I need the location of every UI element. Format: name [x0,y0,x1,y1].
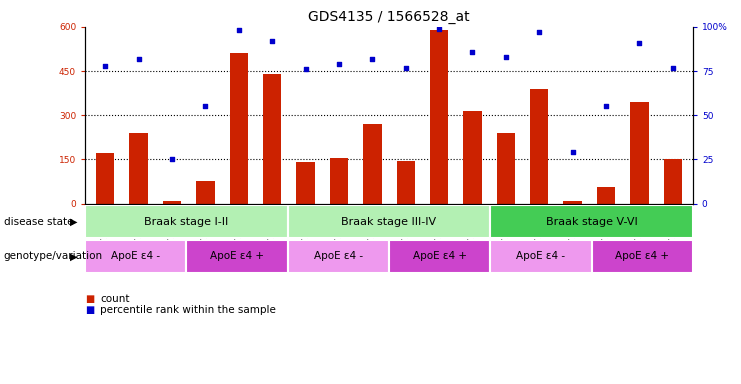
Bar [85,205,288,238]
Title: GDS4135 / 1566528_at: GDS4135 / 1566528_at [308,10,470,25]
Bar [496,133,515,204]
Bar [591,240,693,273]
Point [299,66,311,72]
Bar [130,133,147,204]
Point [433,26,445,32]
Text: disease state: disease state [4,217,73,227]
Point [366,56,378,62]
Point [467,48,479,55]
Point [199,103,211,109]
Bar [85,240,187,273]
Text: genotype/variation: genotype/variation [4,251,103,262]
Bar [389,240,491,273]
Bar [491,240,591,273]
Text: ApoE ε4 -: ApoE ε4 - [111,251,160,262]
Text: count: count [100,294,130,304]
Bar [396,161,415,204]
Text: percentile rank within the sample: percentile rank within the sample [100,305,276,315]
Text: Braak stage I-II: Braak stage I-II [144,217,229,227]
Bar [664,159,682,204]
Point [634,40,645,46]
Text: ApoE ε4 -: ApoE ε4 - [516,251,565,262]
Point [534,29,545,35]
Point [333,61,345,67]
Text: Braak stage III-IV: Braak stage III-IV [342,217,436,227]
Bar [597,187,615,204]
Text: ■: ■ [85,305,94,315]
Text: ApoE ε4 +: ApoE ε4 + [210,251,264,262]
Bar [163,200,182,204]
Point [400,65,412,71]
Point [99,63,111,69]
Text: ■: ■ [85,294,94,304]
Text: ApoE ε4 +: ApoE ε4 + [413,251,467,262]
Bar [330,158,348,204]
Bar [491,205,693,238]
Text: ApoE ε4 +: ApoE ε4 + [615,251,669,262]
Point [567,149,579,156]
Bar [196,182,215,204]
Bar [631,102,648,204]
Point [233,27,245,33]
Point [500,54,512,60]
Bar [96,154,114,204]
Text: ApoE ε4 -: ApoE ε4 - [314,251,363,262]
Bar [563,200,582,204]
Point [133,56,144,62]
Bar [263,74,282,204]
Point [166,156,178,162]
Text: Braak stage V-VI: Braak stage V-VI [545,217,637,227]
Text: ▶: ▶ [70,251,78,262]
Point [600,103,612,109]
Bar [288,240,389,273]
Bar [230,53,248,204]
Bar [430,30,448,204]
Bar [288,205,491,238]
Bar [363,124,382,204]
Point [667,65,679,71]
Bar [296,162,315,204]
Text: ▶: ▶ [70,217,78,227]
Bar [530,89,548,204]
Bar [463,111,482,204]
Point [266,38,278,44]
Bar [187,240,288,273]
